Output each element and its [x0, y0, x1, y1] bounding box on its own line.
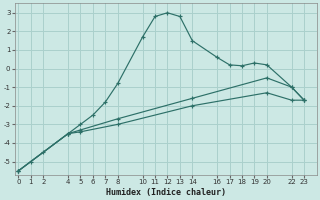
X-axis label: Humidex (Indice chaleur): Humidex (Indice chaleur) [106, 188, 226, 197]
